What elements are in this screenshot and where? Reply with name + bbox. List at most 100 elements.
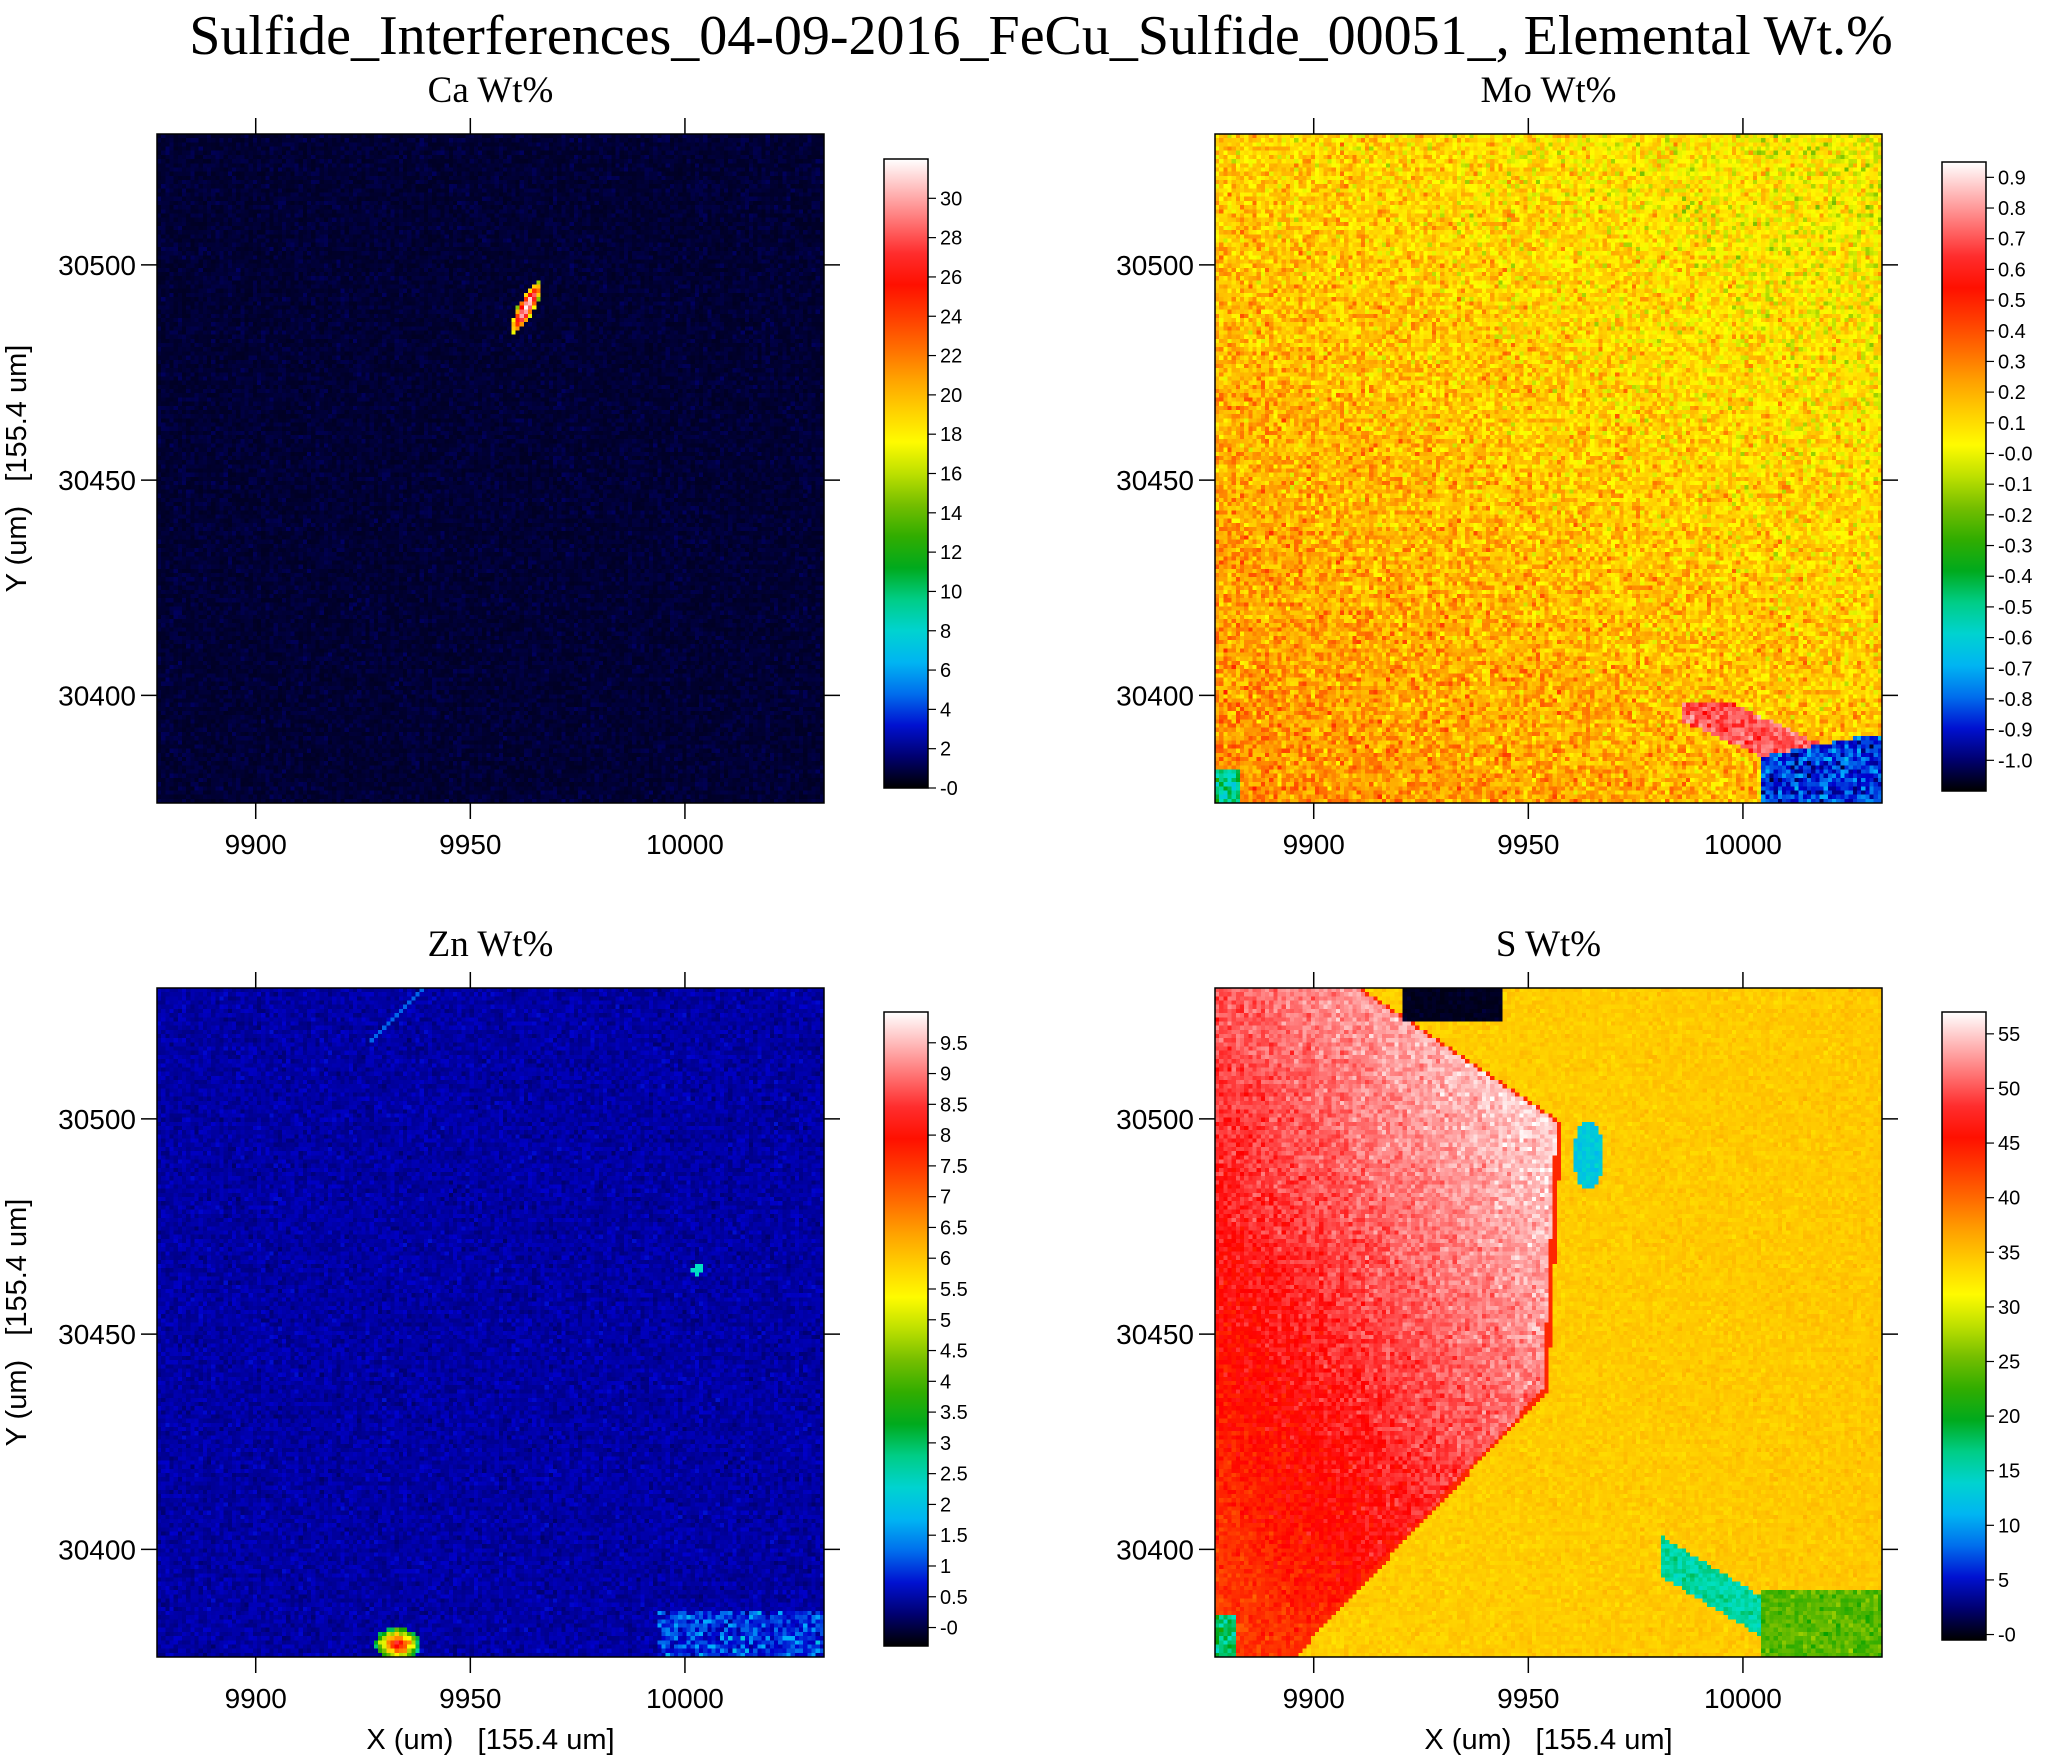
ca-heatmap [157,134,824,803]
zn-ytick-label: 30450 [58,1319,136,1350]
ca-panel-title: Ca Wt% [428,70,554,111]
mo-colorbar-tick-label: 0.1 [1998,413,2026,435]
mo-colorbar-tick-label: 0.3 [1998,351,2026,373]
mo-colorbar-tick-label: -0.1 [1998,474,2032,496]
mo-xtick-label: 9900 [1283,829,1345,860]
ca-plot-frame [156,133,825,804]
zn-colorbar-tick-label: 6.5 [940,1217,968,1239]
s-colorbar-tick-label: 20 [1998,1406,2020,1428]
ca-colorbar-tick-label: 6 [940,660,951,682]
zn-colorbar-tick-label: 7.5 [940,1156,968,1178]
s-panel-title: S Wt% [1496,924,1601,965]
mo-colorbar-tick-label: 0.8 [1998,198,2026,220]
zn-xlabel: X (um) [155.4 um] [366,1724,614,1756]
zn-xtick-label: 10000 [646,1683,724,1714]
zn-colorbar-tick-label: 1.5 [940,1525,968,1547]
ca-panel: Ca Wt% 9900 9950 10000 30500 30450 30400 Y (um)… [1,70,962,860]
mo-colorbar-tick-label: -1.0 [1998,750,2032,772]
zn-xtick-label: 9950 [439,1683,501,1714]
ca-colorbar-tick-label: 24 [940,306,962,328]
ca-colorbar-tick-label: 26 [940,267,962,289]
ca-colorbar [883,158,929,789]
zn-colorbar [883,1011,929,1647]
zn-ylabel: Y (um) [155.4 um] [1,1199,33,1447]
s-colorbar-tick-label: 55 [1998,1024,2020,1046]
mo-colorbar-tick-label: -0.3 [1998,536,2032,558]
s-colorbar [1941,1011,1987,1641]
s-xtick-label: 9950 [1497,1683,1559,1714]
zn-panel: Zn Wt% 9900 9950 10000 30500 30450 30400 Y (um)… [1,924,968,1756]
figure-title: Sulfide_Interferences_04-09-2016_FeCu_Su… [189,5,1892,67]
mo-ytick-label: 30450 [1116,465,1194,496]
mo-colorbar-tick-label: -0.9 [1998,720,2032,742]
ca-colorbar-tick-label: 12 [940,542,962,564]
mo-xtick-label: 10000 [1704,829,1782,860]
mo-panel-title: Mo Wt% [1480,70,1616,111]
mo-colorbar-tick-label: -0.6 [1998,628,2032,650]
s-colorbar-tick-label: 10 [1998,1515,2020,1537]
zn-colorbar-tick-label: 1 [940,1556,951,1578]
s-colorbar-tick-label: -0 [1998,1625,2016,1647]
ca-colorbar-tick-label: -0 [940,778,958,800]
mo-ytick-label: 30500 [1116,250,1194,281]
mo-colorbar-tick-label: 0.4 [1998,321,2026,343]
zn-colorbar-tick-label: 4.5 [940,1341,968,1363]
zn-colorbar-tick-label: 9 [940,1064,951,1086]
mo-colorbar-tick-label: 0.9 [1998,167,2026,189]
ca-colorbar-tick-label: 4 [940,699,951,721]
mo-xtick-label: 9950 [1497,829,1559,860]
zn-colorbar-tick-label: -0 [940,1618,958,1640]
ca-ytick-label: 30500 [58,250,136,281]
s-heatmap [1215,988,1882,1657]
s-panel: S Wt% 9900 9950 10000 30500 30450 30400 X (um) … [1116,924,2020,1756]
mo-colorbar-tick-label: -0.7 [1998,658,2032,680]
mo-plot-frame [1214,133,1883,804]
mo-heatmap [1215,134,1882,803]
zn-colorbar-tick-label: 2 [940,1494,951,1516]
s-xtick-label: 10000 [1704,1683,1782,1714]
mo-ytick-label: 30400 [1116,680,1194,711]
mo-panel: Mo Wt% 9900 9950 10000 30500 30450 30400 0.9 0.8… [1116,70,2032,860]
ca-colorbar-tick-label: 2 [940,739,951,761]
zn-colorbar-tick-label: 0.5 [940,1587,968,1609]
mo-colorbar-tick-label: -0.5 [1998,597,2032,619]
zn-heatmap [157,988,824,1657]
s-colorbar-tick-label: 40 [1998,1188,2020,1210]
mo-colorbar-tick-label: 0.2 [1998,382,2026,404]
zn-colorbar-tick-label: 7 [940,1187,951,1209]
ca-colorbar-tick-label: 16 [940,464,962,486]
zn-xtick-label: 9900 [225,1683,287,1714]
s-ytick-label: 30400 [1116,1534,1194,1565]
s-colorbar-tick-label: 5 [1998,1570,2009,1592]
mo-colorbar-tick-label: 0.6 [1998,259,2026,281]
mo-colorbar-tick-label: -0.2 [1998,505,2032,527]
s-colorbar-tick-label: 50 [1998,1078,2020,1100]
zn-panel-title: Zn Wt% [428,924,554,965]
ca-colorbar-tick-label: 30 [940,188,962,210]
ca-colorbar-tick-label: 22 [940,346,962,368]
ca-colorbar-tick-label: 18 [940,424,962,446]
ca-xtick-label: 10000 [646,829,724,860]
mo-colorbar-tick-label: 0.7 [1998,229,2026,251]
ca-ytick-label: 30400 [58,680,136,711]
zn-ytick-label: 30500 [58,1104,136,1135]
zn-colorbar-tick-label: 3 [940,1433,951,1455]
s-colorbar-tick-label: 15 [1998,1461,2020,1483]
s-colorbar-tick-label: 35 [1998,1242,2020,1264]
s-colorbar-tick-label: 30 [1998,1297,2020,1319]
s-xlabel: X (um) [155.4 um] [1424,1724,1672,1756]
s-colorbar-tick-label: 25 [1998,1351,2020,1373]
ca-colorbar-tick-label: 8 [940,621,951,643]
s-plot-frame [1214,987,1883,1658]
zn-plot-frame [156,987,825,1658]
zn-colorbar-tick-label: 9.5 [940,1033,968,1055]
zn-colorbar-tick-label: 5 [940,1310,951,1332]
mo-colorbar [1941,161,1987,792]
ca-ylabel: Y (um) [155.4 um] [1,345,33,593]
zn-colorbar-tick-label: 2.5 [940,1464,968,1486]
ca-colorbar-tick-label: 20 [940,385,962,407]
zn-ytick-label: 30400 [58,1534,136,1565]
ca-colorbar-tick-label: 14 [940,503,962,525]
zn-colorbar-tick-label: 8.5 [940,1094,968,1116]
